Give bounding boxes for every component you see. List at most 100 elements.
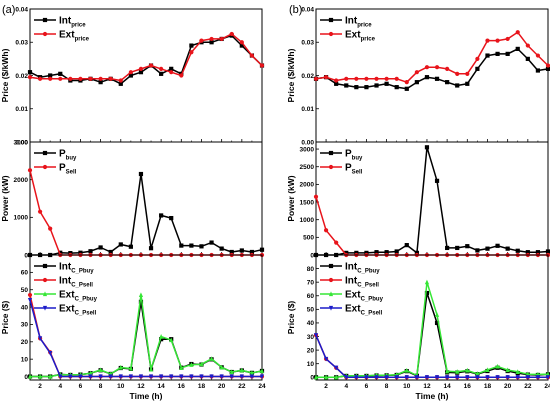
data-point bbox=[455, 245, 460, 251]
y-axis-title: Price ($/kWh) bbox=[286, 48, 296, 102]
data-point bbox=[138, 70, 144, 75]
data-point bbox=[88, 76, 93, 81]
data-point bbox=[159, 66, 164, 71]
x-tick-label: 4 bbox=[58, 383, 62, 390]
data-point bbox=[209, 374, 214, 380]
data-point bbox=[394, 85, 399, 90]
y-tick-label: 20 bbox=[21, 339, 29, 346]
legend-marker bbox=[328, 305, 334, 311]
data-point bbox=[334, 78, 339, 83]
x-tick-label: 24 bbox=[544, 383, 550, 390]
data-point bbox=[27, 70, 33, 75]
x-tick-label: 22 bbox=[238, 383, 246, 390]
data-point bbox=[98, 76, 103, 81]
legend-entry: IntC_Psell bbox=[345, 276, 379, 289]
data-point bbox=[199, 38, 204, 43]
subplot-b-price: 0.00 0.01 0.02 0.03 0.04 Price ($/kWh) Intpric… bbox=[286, 6, 550, 146]
data-point bbox=[128, 365, 133, 371]
legend-marker bbox=[42, 305, 48, 311]
data-point bbox=[27, 298, 33, 303]
data-point bbox=[169, 215, 174, 221]
data-point bbox=[434, 65, 440, 70]
data-point bbox=[485, 246, 490, 251]
data-point bbox=[424, 145, 430, 150]
data-point bbox=[404, 80, 409, 85]
data-point bbox=[364, 250, 369, 255]
data-point bbox=[545, 63, 550, 68]
y-tick-label: 50 bbox=[21, 287, 29, 294]
data-point bbox=[525, 43, 530, 48]
data-point bbox=[199, 361, 204, 367]
legend-entry: ExtC_Psell bbox=[59, 304, 97, 317]
data-point bbox=[344, 76, 349, 81]
legend-marker bbox=[328, 150, 334, 156]
x-tick-label: 18 bbox=[484, 383, 492, 390]
data-point bbox=[189, 50, 194, 55]
data-point bbox=[88, 374, 93, 380]
data-point bbox=[27, 168, 33, 173]
x-tick-label: 6 bbox=[365, 383, 369, 390]
data-point bbox=[505, 367, 510, 373]
y-tick-label: 50 bbox=[307, 307, 315, 314]
x-tick-label: 2 bbox=[324, 383, 328, 390]
data-point bbox=[249, 370, 255, 375]
data-point bbox=[98, 367, 103, 373]
data-point bbox=[249, 249, 255, 255]
data-point bbox=[404, 243, 409, 248]
data-point bbox=[209, 40, 214, 45]
data-point bbox=[515, 248, 520, 253]
data-point bbox=[374, 76, 379, 81]
series-ext-c-psell bbox=[313, 333, 550, 380]
data-point bbox=[58, 374, 63, 380]
data-point bbox=[219, 364, 224, 370]
data-point bbox=[545, 371, 550, 377]
subplots: 0.00 0.01 0.02 0.03 0.04 Price ($/kWh) Intpric… bbox=[0, 6, 550, 401]
data-point bbox=[414, 375, 419, 380]
data-point bbox=[354, 76, 359, 81]
data-point bbox=[159, 374, 164, 380]
data-point bbox=[169, 70, 174, 75]
data-point bbox=[354, 85, 359, 90]
data-point bbox=[189, 374, 194, 380]
series-p-buy bbox=[27, 171, 265, 258]
panel-label-a: (a) bbox=[2, 4, 15, 16]
data-point bbox=[475, 375, 480, 380]
data-point bbox=[434, 375, 440, 380]
y-tick-label: 30 bbox=[21, 322, 29, 329]
data-point bbox=[414, 250, 419, 255]
y-tick-label: 70 bbox=[307, 279, 315, 286]
y-tick-label: 40 bbox=[307, 320, 315, 327]
data-point bbox=[525, 375, 530, 380]
y-tick-label: 0 bbox=[310, 252, 314, 259]
data-point bbox=[58, 71, 63, 76]
data-point bbox=[323, 356, 329, 362]
data-point bbox=[495, 243, 500, 248]
data-point bbox=[138, 299, 144, 304]
y-tick-label: 0 bbox=[24, 252, 28, 259]
data-point bbox=[475, 56, 480, 61]
data-point bbox=[424, 65, 430, 70]
y-tick-label: 0.03 bbox=[301, 40, 314, 47]
x-tick-label: 8 bbox=[385, 383, 389, 390]
data-point bbox=[179, 374, 184, 380]
data-point bbox=[394, 76, 399, 81]
data-point bbox=[354, 375, 359, 380]
data-point bbox=[27, 373, 33, 379]
x-tick-label: 22 bbox=[524, 383, 532, 390]
data-point bbox=[78, 374, 83, 380]
series-line bbox=[315, 48, 549, 90]
data-point bbox=[108, 76, 113, 81]
data-point bbox=[189, 243, 194, 248]
legend-marker bbox=[328, 164, 334, 170]
legend-marker bbox=[328, 291, 334, 297]
data-point bbox=[48, 373, 53, 379]
data-point bbox=[239, 374, 244, 380]
y-tick-label: 3000 bbox=[300, 146, 315, 153]
data-point bbox=[485, 367, 490, 373]
legend-entry: Pbuy bbox=[59, 149, 77, 162]
data-point bbox=[169, 374, 174, 380]
y-tick-label: 10 bbox=[21, 356, 29, 363]
data-point bbox=[485, 38, 490, 43]
